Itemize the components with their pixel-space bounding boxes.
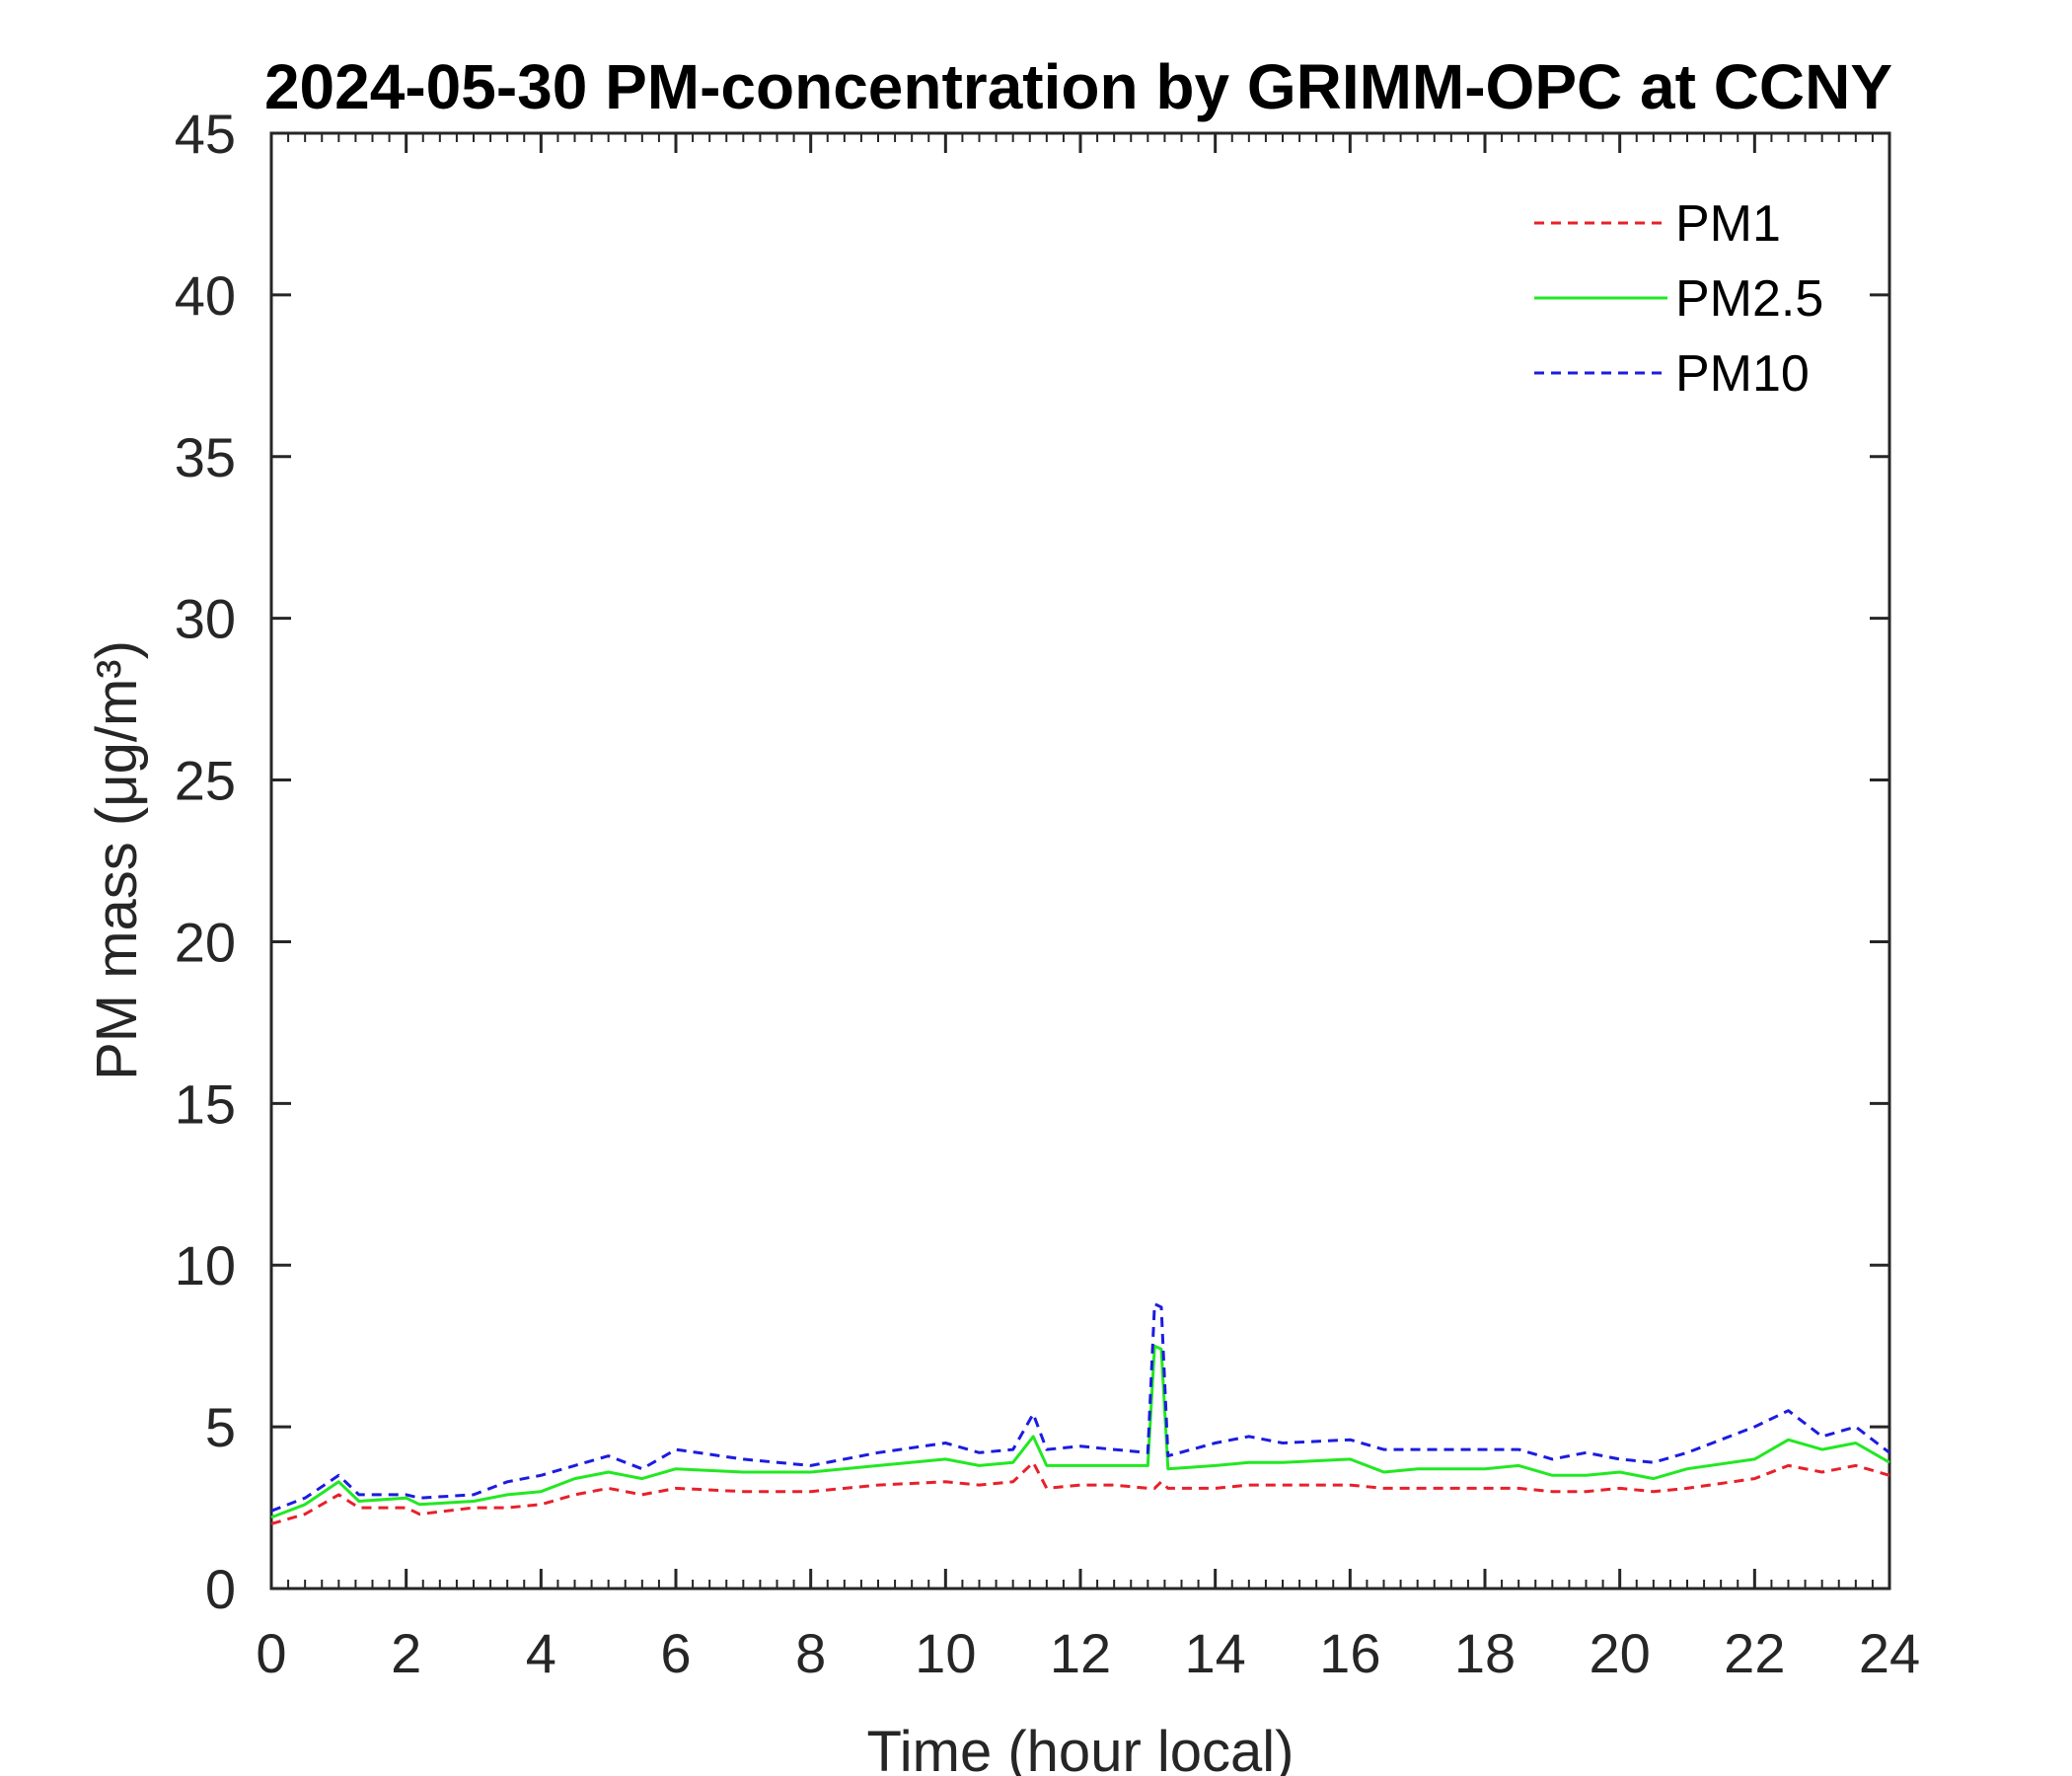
x-tick-label: 2: [391, 1622, 421, 1684]
y-tick-label: 15: [175, 1073, 236, 1135]
x-tick-label: 16: [1319, 1622, 1380, 1684]
series-line-pm10: [270, 1302, 1890, 1513]
y-tick-label: 0: [205, 1558, 236, 1620]
x-axis-label: Time (hour local): [867, 1720, 1295, 1776]
x-tick-label: 14: [1185, 1622, 1246, 1684]
y-tick-label: 35: [175, 426, 236, 488]
series-line-pm1: [270, 1460, 1890, 1525]
y-tick-label: 40: [175, 264, 236, 327]
y-tick-label: 20: [175, 911, 236, 973]
legend-label: PM10: [1675, 345, 1810, 403]
x-tick-label: 12: [1050, 1622, 1111, 1684]
legend-label: PM2.5: [1675, 270, 1823, 328]
x-tick-label: 10: [915, 1622, 976, 1684]
x-tick-label: 22: [1724, 1622, 1785, 1684]
legend: PM1 PM2.5 PM10: [1534, 195, 1823, 403]
x-tick-label: 18: [1454, 1622, 1516, 1684]
y-tick-label: 10: [175, 1234, 236, 1296]
axis-ticks: [269, 131, 1891, 1591]
series-line-pm2-5: [270, 1344, 1890, 1519]
x-tick-label: 4: [526, 1622, 556, 1684]
chart-title: 2024-05-30 PM-concentration by GRIMM-OPC…: [264, 51, 1892, 122]
y-tick-label: 5: [205, 1396, 236, 1458]
x-tick-label: 8: [795, 1622, 826, 1684]
legend-label: PM1: [1675, 195, 1781, 253]
x-tick-label: 6: [660, 1622, 691, 1684]
y-tick-label: 25: [175, 750, 236, 812]
plot-area: [269, 131, 1891, 1591]
x-tick-label: 24: [1859, 1622, 1920, 1684]
x-tick-label: 20: [1590, 1622, 1651, 1684]
data-lines: [270, 1302, 1890, 1525]
x-tick-label: 0: [256, 1622, 286, 1684]
y-tick-label: 30: [175, 588, 236, 650]
y-tick-label: 45: [175, 103, 236, 165]
y-axis-label: PM mass (μg/m³): [85, 640, 149, 1080]
